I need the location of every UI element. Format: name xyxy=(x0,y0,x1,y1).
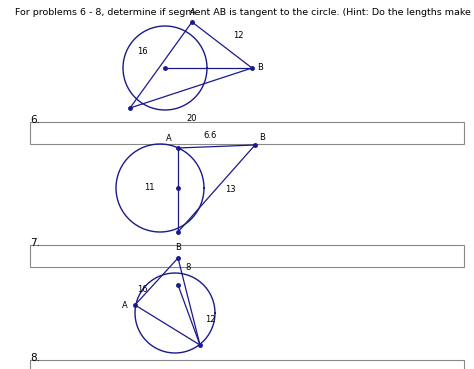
Text: 7.: 7. xyxy=(30,238,40,248)
Text: 12: 12 xyxy=(233,31,244,39)
Text: A: A xyxy=(122,300,128,310)
Text: 16: 16 xyxy=(137,48,148,56)
Text: B: B xyxy=(257,63,263,72)
Text: A: A xyxy=(166,134,172,143)
Text: 12: 12 xyxy=(205,315,216,324)
Text: B: B xyxy=(259,133,265,142)
Text: 20: 20 xyxy=(187,114,197,123)
Text: 16: 16 xyxy=(137,286,148,294)
Text: 8.: 8. xyxy=(30,353,40,363)
Bar xyxy=(30,360,464,369)
Bar xyxy=(30,122,464,144)
Text: 13: 13 xyxy=(225,186,236,194)
Text: A: A xyxy=(190,8,196,17)
Text: 6.6: 6.6 xyxy=(203,131,217,140)
Text: 11: 11 xyxy=(145,183,155,193)
Text: 8: 8 xyxy=(185,263,191,272)
Text: For problems 6 - 8, determine if segment AB is tangent to the circle. (Hint: Do : For problems 6 - 8, determine if segment… xyxy=(15,8,474,17)
Bar xyxy=(30,245,464,267)
Text: B: B xyxy=(175,243,181,252)
Text: 6.: 6. xyxy=(30,115,40,125)
